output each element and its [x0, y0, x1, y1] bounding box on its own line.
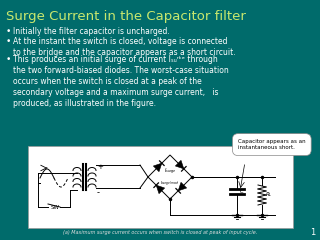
Text: -: -	[97, 188, 100, 197]
Polygon shape	[156, 185, 165, 194]
Text: $C$: $C$	[239, 187, 245, 195]
Text: SW: SW	[51, 205, 60, 210]
Text: Surge Current in the Capacitor filter: Surge Current in the Capacitor filter	[6, 10, 246, 23]
Text: Capacitor appears as an
instantaneous short.: Capacitor appears as an instantaneous sh…	[238, 139, 306, 150]
Text: (a) Maximum surge current occurs when switch is closed at peak of input cycle.: (a) Maximum surge current occurs when sw…	[63, 230, 258, 235]
Text: •: •	[6, 37, 12, 46]
Text: $R_L$: $R_L$	[265, 191, 273, 199]
Polygon shape	[153, 163, 162, 172]
Polygon shape	[178, 182, 187, 191]
Text: •: •	[6, 55, 12, 64]
Text: 1: 1	[310, 228, 315, 237]
Text: +: +	[97, 164, 103, 170]
Text: Initially the filter capacitor is uncharged.: Initially the filter capacitor is unchar…	[13, 27, 170, 36]
Text: At the instant the switch is closed, voltage is connected
to the bridge and the : At the instant the switch is closed, vol…	[13, 37, 236, 57]
Text: This produces an initial surge of current Iₛᵤʳᵏᵉ through
the two forward-biased : This produces an initial surge of curren…	[13, 55, 229, 108]
Text: $I_{surge}$: $I_{surge}$	[164, 167, 176, 177]
FancyBboxPatch shape	[28, 146, 293, 228]
Polygon shape	[175, 160, 184, 169]
Text: $I_{surge(max)}$: $I_{surge(max)}$	[160, 180, 180, 188]
Text: •: •	[6, 27, 12, 36]
